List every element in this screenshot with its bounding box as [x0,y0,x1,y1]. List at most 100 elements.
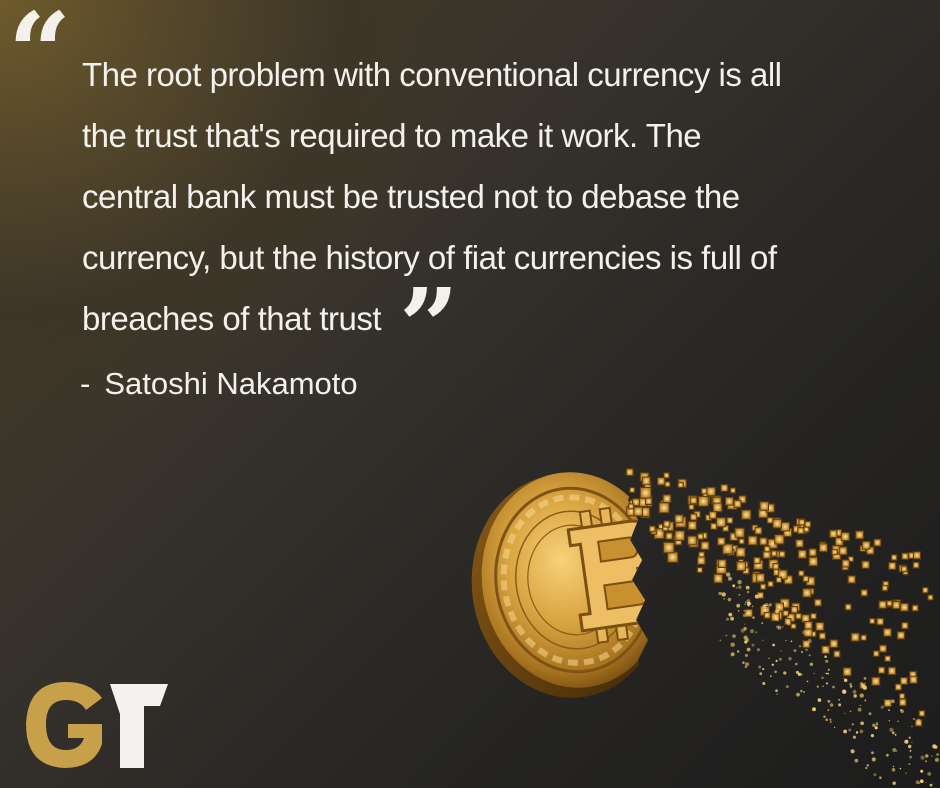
coin-dust [774,617,779,621]
coin-dust [802,630,807,635]
coin-particle [900,677,908,685]
coin-particle [840,532,850,542]
coin-dust [859,704,862,707]
coin-dust [873,773,877,777]
coin-dust [857,707,862,712]
coin-particle [872,650,880,657]
coin-dust [849,685,853,688]
coin-particle [927,594,934,601]
open-quote-mark: “ [8,0,71,117]
coin-particle [871,676,881,686]
coin-particle [663,520,671,528]
coin-dust [832,685,835,689]
coin-dust [911,725,913,728]
coin-dust [746,647,751,652]
coin-dust [892,781,896,785]
coin-particle [814,598,822,607]
coin-dust [813,672,815,675]
coin-dust [838,699,840,701]
coin-dust [825,718,828,722]
coin-particle [696,567,703,574]
coin-dust [754,594,759,599]
coin-particle [724,496,734,506]
coin-dust [758,665,762,669]
coin-particle [763,611,771,619]
coin-dust [908,763,911,766]
coin-dust [825,682,829,685]
coin-dust [730,642,735,647]
coin-dust [797,672,802,676]
coin-particle [869,618,876,625]
coin-particle [795,612,802,620]
coin-dust [823,715,826,718]
coin-dust [852,735,856,739]
coin-dust [899,767,902,770]
coin-particle [744,608,753,618]
coin-particle [687,535,697,546]
quote-line: The root problem with conventional curre… [82,56,782,93]
coin-dust [888,709,890,712]
coin-dust [749,629,755,634]
coin-dust [744,601,747,604]
coin-dust [744,623,746,625]
coin-dust [782,626,784,628]
coin-particle [706,486,716,497]
coin-particle [818,632,826,640]
gt-logo [14,672,174,776]
coin-dust [775,689,778,692]
coin-dust [745,662,749,667]
coin-particle [838,546,848,556]
coin-particle [734,527,745,538]
coin-dust [889,727,894,732]
coin-particle [663,472,670,479]
coin-dust [743,627,747,631]
coin-particle [892,601,901,610]
coin-dust [728,612,733,617]
coin-dust [730,652,735,657]
coin-dust [909,755,913,759]
coin-dust [751,643,755,647]
coin-dust [925,760,927,763]
coin-particle [735,547,746,558]
coin-dust [851,723,854,726]
coin-particle [797,527,805,535]
coin-dust [749,602,752,605]
coin-dust [844,712,846,714]
coin-dust [915,780,920,785]
coin-particle [759,501,769,511]
coin-dust [751,605,754,608]
coin-particle [716,517,727,528]
coin-dust [743,610,745,612]
coin-dust [829,703,834,707]
coin-dust [803,691,805,693]
coin-dust [765,602,769,606]
coin-particle [847,575,856,584]
coin-particle [759,583,767,590]
coin-particle [802,575,810,583]
coin-particle [818,543,828,553]
coin-dust [761,622,763,624]
coin-particle [879,644,887,653]
coin-particle [689,513,698,521]
coin-particle [625,468,634,477]
coin-dust [875,723,879,726]
coin-particle [914,719,923,727]
coin-dust [768,603,772,607]
coin-dust [747,604,750,607]
coin-particle [644,497,653,505]
author-name: Satoshi Nakamoto [104,366,358,401]
coin-dust [768,657,770,659]
coin-dust [866,764,869,767]
coin-dust [843,677,845,680]
coin-particle [797,549,807,559]
coin-dust [745,638,750,642]
quote-line: currency, but the history of fiat curren… [82,239,777,276]
coin-dust [735,586,738,589]
coin-particle [629,487,636,493]
coin-particle [664,481,671,488]
coin-dust [726,572,731,577]
coin-dust [844,678,848,682]
coin-particle [884,655,891,662]
coin-dust [825,659,829,663]
coin-dust [891,699,895,704]
